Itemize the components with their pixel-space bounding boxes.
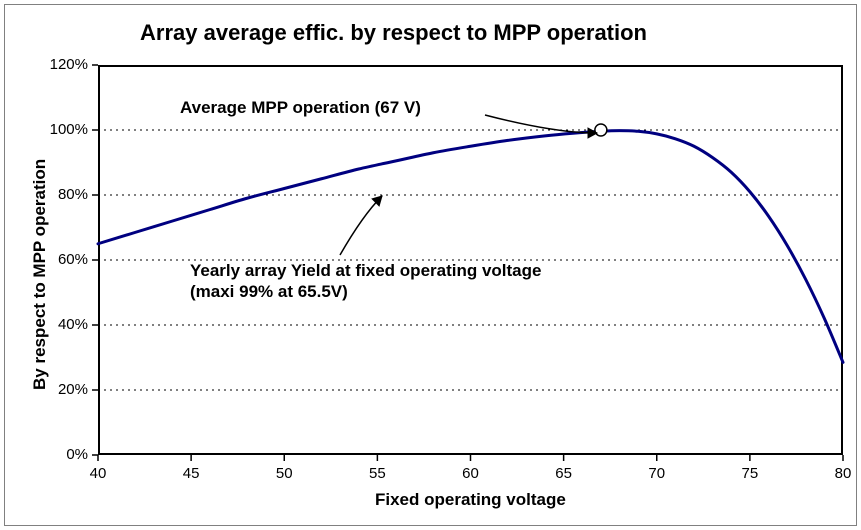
- x-tick-label: 70: [637, 465, 677, 482]
- x-axis-label: Fixed operating voltage: [375, 490, 566, 510]
- x-tick-label: 60: [451, 465, 491, 482]
- x-tick-label: 80: [823, 465, 861, 482]
- y-tick-label: 40%: [38, 316, 88, 333]
- chart-title: Array average effic. by respect to MPP o…: [140, 20, 647, 46]
- annotation-yield: Yearly array Yield at fixed operating vo…: [190, 260, 541, 303]
- y-tick-label: 80%: [38, 186, 88, 203]
- annotation-mpp: Average MPP operation (67 V): [180, 97, 421, 118]
- y-tick-label: 0%: [38, 446, 88, 463]
- x-tick-label: 65: [544, 465, 584, 482]
- x-tick-label: 40: [78, 465, 118, 482]
- x-tick-label: 45: [171, 465, 211, 482]
- x-tick-label: 55: [357, 465, 397, 482]
- y-tick-label: 20%: [38, 381, 88, 398]
- chart-container: Array average effic. by respect to MPP o…: [0, 0, 861, 530]
- y-tick-label: 60%: [38, 251, 88, 268]
- y-tick-label: 100%: [38, 121, 88, 138]
- y-tick-label: 120%: [38, 56, 88, 73]
- x-tick-label: 75: [730, 465, 770, 482]
- x-tick-label: 50: [264, 465, 304, 482]
